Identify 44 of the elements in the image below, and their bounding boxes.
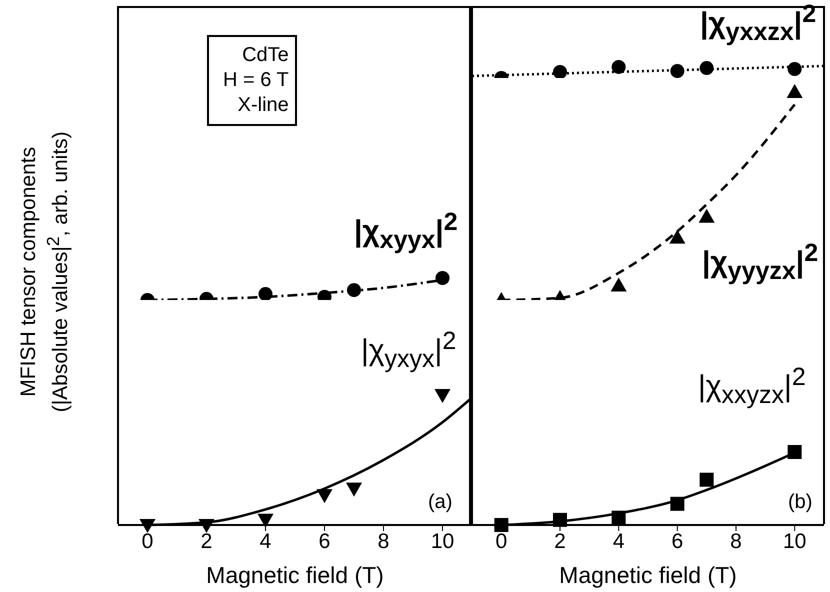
point [434, 389, 450, 403]
point [316, 489, 332, 504]
text: CdTe H = 6 T X-line [207, 35, 297, 126]
point [788, 445, 802, 459]
annotation: (b) [788, 490, 812, 515]
point [788, 62, 802, 76]
point [700, 472, 714, 487]
point [786, 84, 803, 98]
point [700, 61, 714, 76]
point [670, 496, 684, 511]
point [669, 230, 686, 244]
point [612, 510, 626, 525]
series-label: |χ$_{xyyx}$|$^{2}$ [354, 207, 458, 255]
point [198, 519, 214, 533]
point [346, 482, 362, 497]
x-tick-label: 2 [200, 530, 212, 553]
series-label: |χ$_{yxyx}$|$^{2}$ [361, 326, 456, 374]
x-tick-label: 8 [378, 530, 390, 553]
x-tick-label: 2 [554, 530, 566, 553]
point [698, 208, 715, 223]
x-tick-label: 8 [730, 530, 742, 553]
point [553, 512, 567, 527]
x-axis-title: Magnetic field (T) [206, 562, 384, 588]
point [140, 519, 156, 533]
point [436, 271, 450, 285]
series-label: |χ$_{yyyzx}$|$^{2}$ [702, 238, 818, 286]
point [494, 518, 508, 532]
point [612, 60, 626, 74]
series-label: |χ$_{xxyzx}$|$^{2}$ [698, 362, 806, 410]
x-tick-label: 4 [260, 530, 272, 553]
x-tick-label: 6 [671, 530, 684, 553]
x-axis-title: Magnetic field (T) [559, 562, 737, 588]
point [258, 287, 272, 300]
x-tick-label: 0 [495, 530, 508, 553]
point [670, 64, 684, 78]
x-tick-label: 4 [612, 530, 625, 553]
x-tick-label: 0 [142, 530, 154, 553]
x-tick-label: 6 [318, 530, 330, 553]
point [553, 65, 567, 78]
point [610, 277, 627, 292]
x-tick-label: 10 [782, 530, 806, 553]
point [258, 514, 274, 528]
annotation: (a) [428, 490, 452, 515]
x-tick-label: 10 [430, 530, 454, 553]
